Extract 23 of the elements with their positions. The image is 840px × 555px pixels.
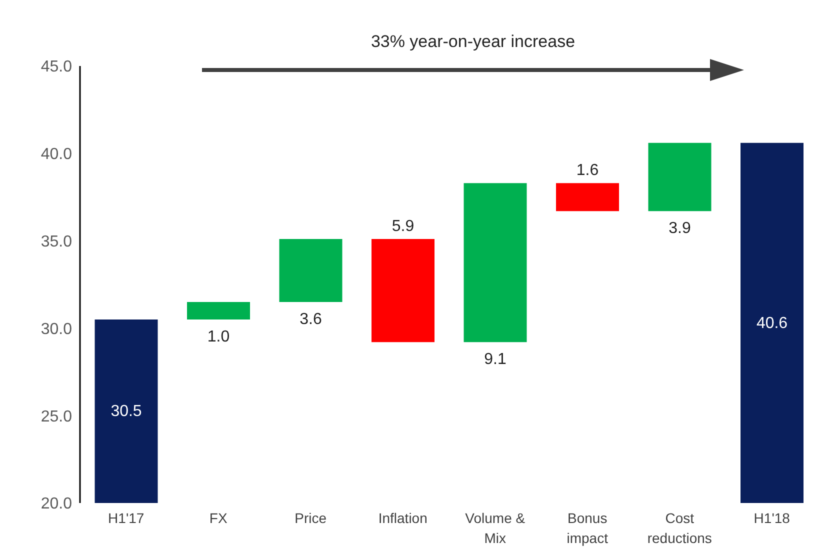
x-tick-label: Volume & Mix <box>465 510 526 546</box>
data-label: 1.6 <box>576 162 599 180</box>
y-tick-label: 35.0 <box>40 233 72 250</box>
y-tick-label: 40.0 <box>40 146 72 164</box>
data-label: 30.5 <box>110 403 142 420</box>
data-label: 40.6 <box>756 314 788 332</box>
x-tick-label: H1'17 <box>108 510 144 526</box>
data-label: 3.9 <box>668 220 691 238</box>
data-label: 3.6 <box>300 310 322 328</box>
x-tick-label: Price <box>294 510 327 526</box>
x-tick-label: Inflation <box>378 510 428 526</box>
data-label: 5.9 <box>392 218 414 236</box>
x-tick-label: H1'18 <box>754 510 790 526</box>
data-label: 9.1 <box>484 351 506 368</box>
y-tick-label: 45.0 <box>40 58 72 76</box>
data-label: 1.0 <box>207 328 230 346</box>
y-tick-label: 30.0 <box>40 320 72 338</box>
x-tick-label: FX <box>209 510 228 526</box>
text: 33% year-on-year increase <box>370 32 576 52</box>
y-tick-label: 25.0 <box>40 408 72 426</box>
x-tick-label: Bonus impact <box>566 510 608 546</box>
y-tick-label: 20.0 <box>40 496 72 513</box>
x-tick-label: Cost reductions <box>647 510 712 546</box>
